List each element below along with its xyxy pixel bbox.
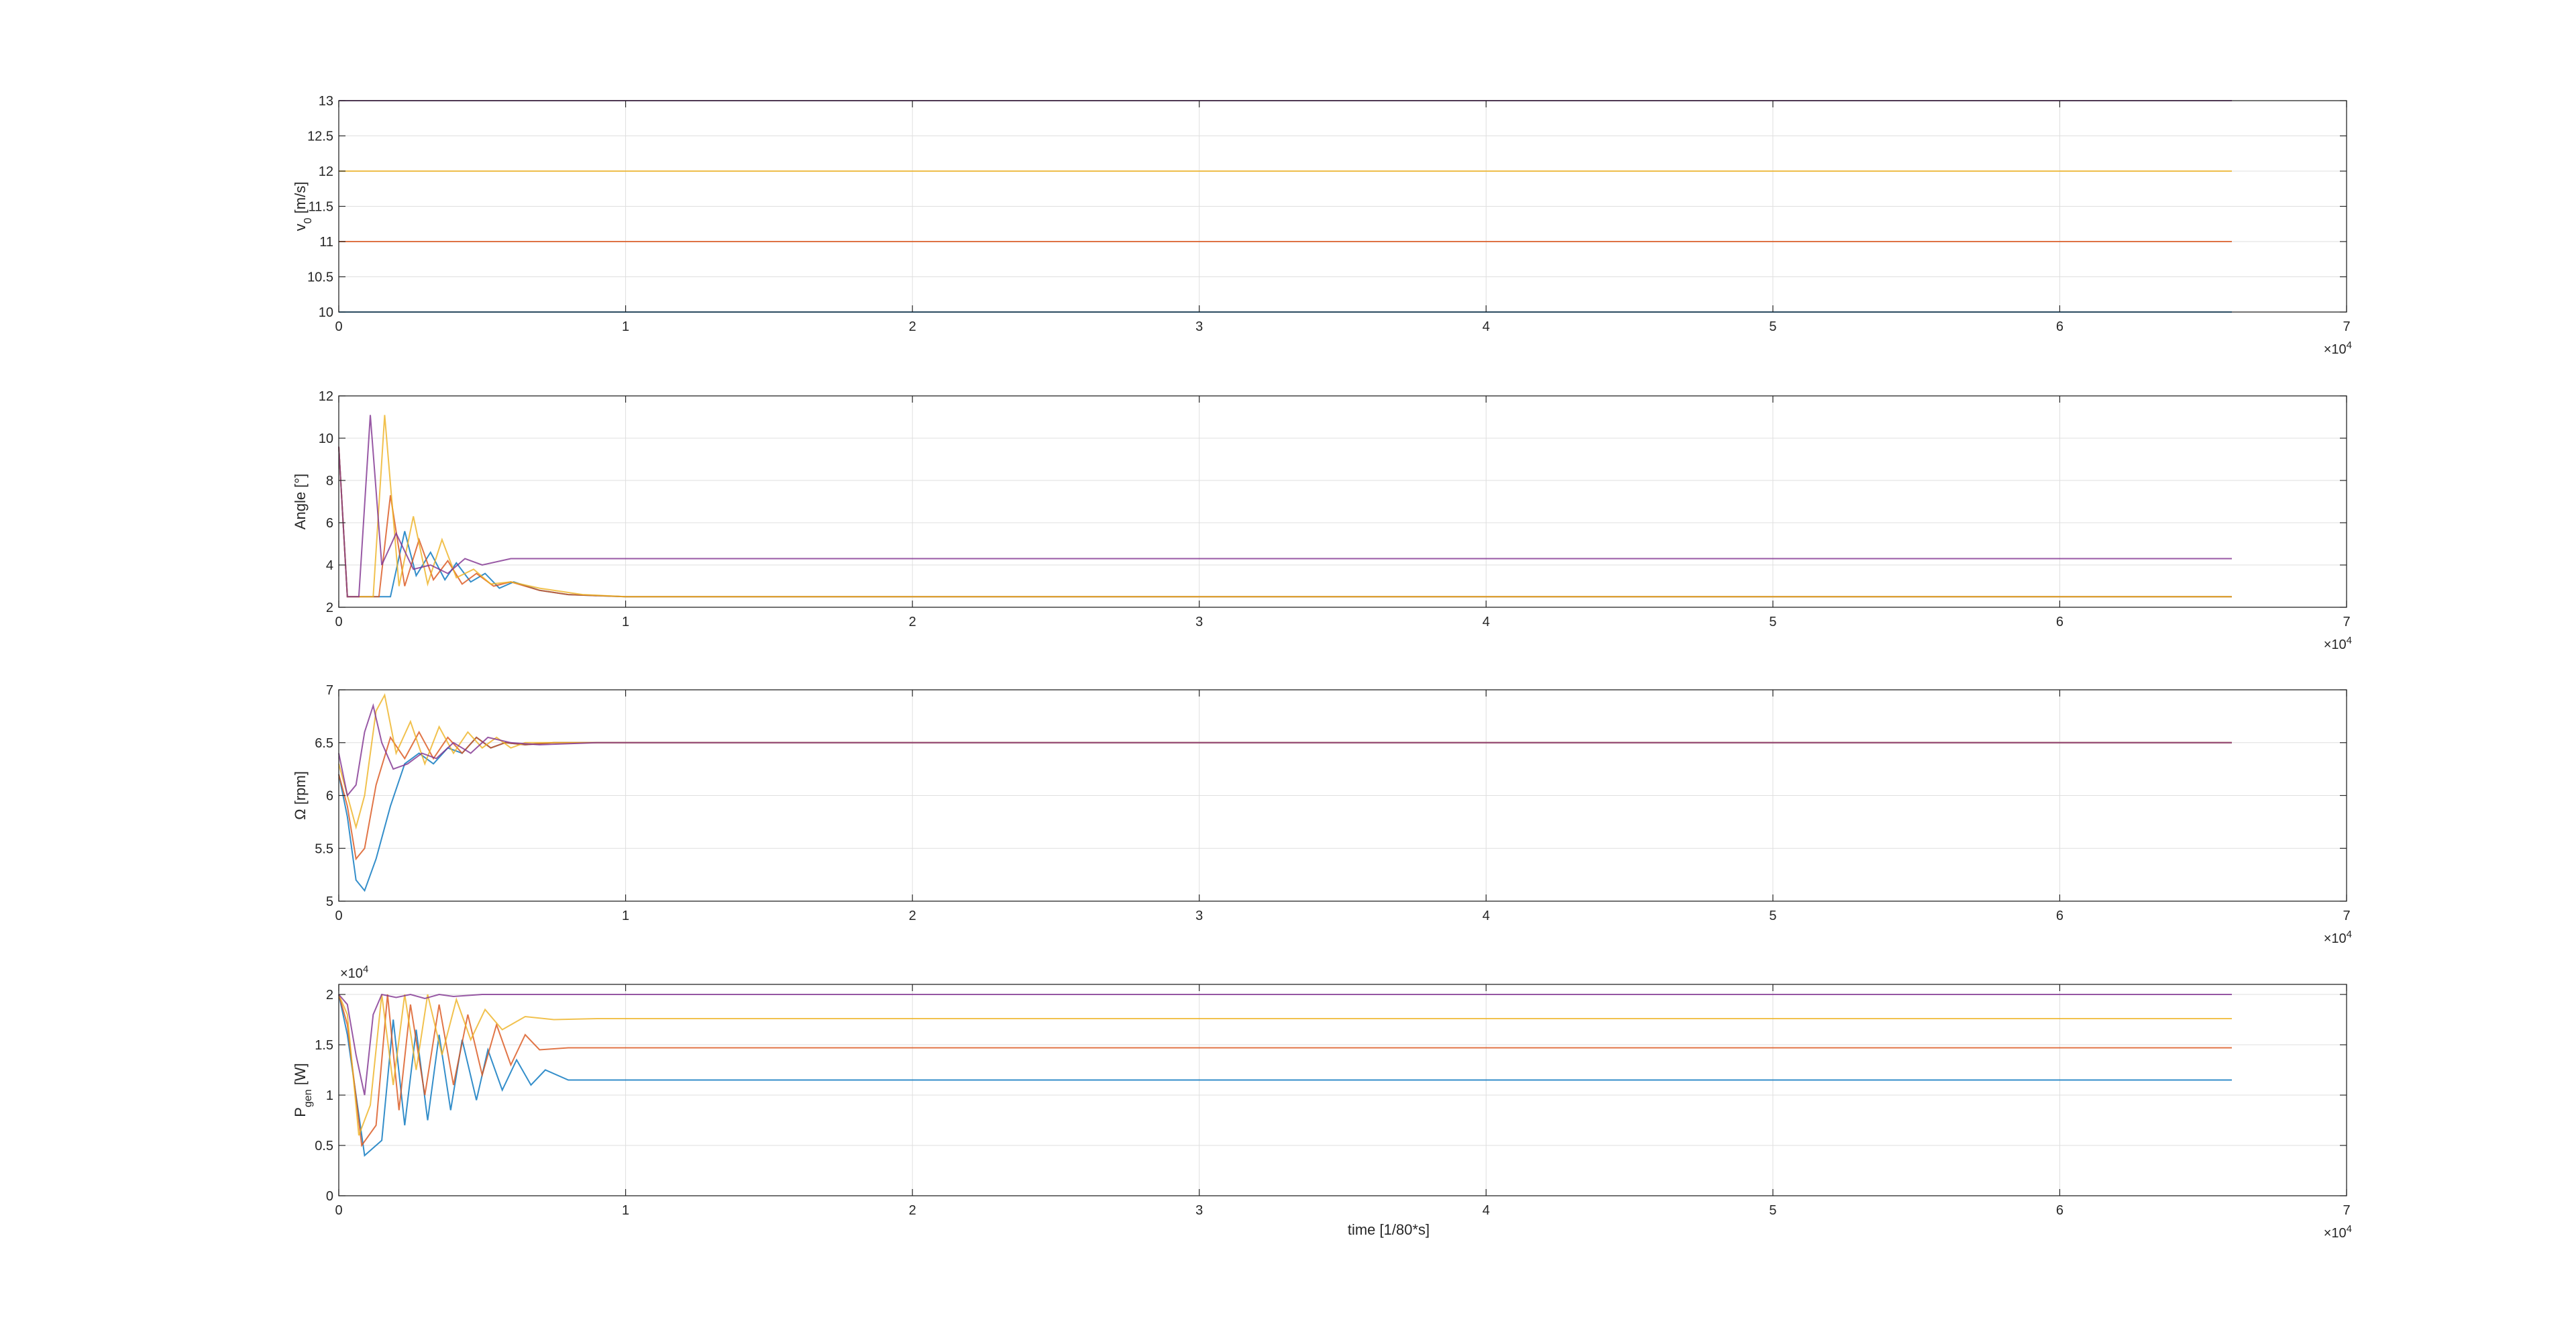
x-tick-label: 7 (2343, 615, 2350, 629)
x-tick-label: 5 (1769, 615, 1776, 629)
x-tick-label: 1 (622, 615, 629, 629)
series-line-3 (338, 994, 2232, 1136)
x-exponent-label: ×104 (2324, 929, 2352, 947)
series-line-2 (338, 994, 2232, 1147)
x-tick-label: 6 (2056, 615, 2063, 629)
plot-area (339, 984, 2347, 1196)
x-tick-label: 5 (1769, 909, 1776, 923)
x-tick-label: 5 (1769, 1203, 1776, 1218)
y-axis-label: Ω [rpm] (292, 771, 309, 820)
series-line-4 (338, 993, 2232, 1096)
x-tick-label: 6 (2056, 909, 2063, 923)
x-axis-title: time [1/80*s] (1347, 1221, 1430, 1238)
y-tick-label: 2 (326, 601, 333, 615)
x-tick-label: 3 (1195, 909, 1203, 923)
x-tick-label: 2 (909, 319, 916, 334)
y-tick-label: 8 (326, 474, 333, 489)
x-tick-label: 0 (335, 909, 342, 923)
x-tick-label: 3 (1195, 319, 1203, 334)
x-tick-label: 4 (1483, 319, 1490, 334)
x-tick-label: 4 (1483, 909, 1490, 923)
y-tick-label: 13 (319, 94, 333, 109)
y-tick-label: 7 (326, 683, 333, 698)
x-tick-label: 2 (909, 1203, 916, 1218)
y-tick-label: 11 (319, 235, 333, 250)
y-tick-label: 6 (326, 516, 333, 531)
y-axis-label: Angle [°] (292, 474, 309, 529)
x-tick-label: 1 (622, 1203, 629, 1218)
y-tick-label: 6.5 (315, 736, 333, 751)
y-axis-label: v0 [m/s] (292, 182, 314, 232)
y-tick-label: 10.5 (307, 270, 333, 285)
x-tick-label: 5 (1769, 319, 1776, 334)
y-tick-label: 5 (326, 894, 333, 909)
series-line-3 (338, 415, 2232, 598)
series-line-2 (338, 446, 2232, 598)
x-tick-label: 3 (1195, 1203, 1203, 1218)
x-tick-label: 7 (2343, 319, 2350, 334)
x-tick-label: 2 (909, 909, 916, 923)
x-tick-label: 4 (1483, 1203, 1490, 1218)
y-tick-label: 0.5 (315, 1139, 333, 1153)
x-exponent-label: ×104 (2324, 635, 2352, 653)
axes-box (338, 984, 2347, 1196)
y-tick-label: 10 (319, 431, 333, 446)
y-axis-label: Pgen [W] (292, 1063, 314, 1117)
x-tick-label: 1 (622, 909, 629, 923)
y-tick-label: 12 (319, 389, 333, 404)
y-tick-label: 0 (326, 1189, 333, 1204)
y-tick-label: 4 (326, 558, 333, 573)
x-tick-label: 0 (335, 319, 342, 334)
subplot-4: 0 1 2 3 4 5 6 7 0 0.5 1 1.5 2 ×104 ×104 Pgen [W] (292, 964, 2352, 1241)
x-tick-label: 0 (335, 615, 342, 629)
y-tick-label: 5.5 (315, 841, 333, 856)
series-line-4 (338, 415, 2232, 598)
x-tick-label: 6 (2056, 1203, 2063, 1218)
y-tick-label: 12 (319, 164, 333, 179)
y-tick-label: 1.5 (315, 1038, 333, 1053)
x-tick-label: 4 (1483, 615, 1490, 629)
x-tick-label: 7 (2343, 909, 2350, 923)
x-tick-label: 3 (1195, 615, 1203, 629)
x-tick-label: 2 (909, 615, 916, 629)
y-tick-label: 2 (326, 988, 333, 1003)
series-line-1 (338, 994, 2232, 1157)
x-exponent-label: ×104 (2324, 1223, 2352, 1241)
y-tick-label: 11.5 (309, 200, 333, 215)
y-tick-label: 1 (326, 1088, 333, 1103)
y-exponent-label: ×104 (340, 964, 368, 982)
x-tick-label: 1 (622, 319, 629, 334)
y-tick-label: 6 (326, 789, 333, 804)
axes-box (338, 395, 2347, 608)
x-tick-label: 7 (2343, 1203, 2350, 1218)
series-line-4 (338, 703, 2232, 797)
x-tick-label: 0 (335, 1203, 342, 1218)
y-tick-label: 10 (319, 305, 333, 320)
x-exponent-label: ×104 (2324, 340, 2352, 358)
x-tick-label: 6 (2056, 319, 2063, 334)
series-line-3 (338, 692, 2232, 830)
subplot-3: 0 1 2 3 4 5 6 7 5 5.5 6 6.5 7 ×104 Ω [rpm] (292, 683, 2352, 946)
y-tick-label: 12.5 (307, 130, 333, 144)
plot-area (339, 396, 2347, 607)
